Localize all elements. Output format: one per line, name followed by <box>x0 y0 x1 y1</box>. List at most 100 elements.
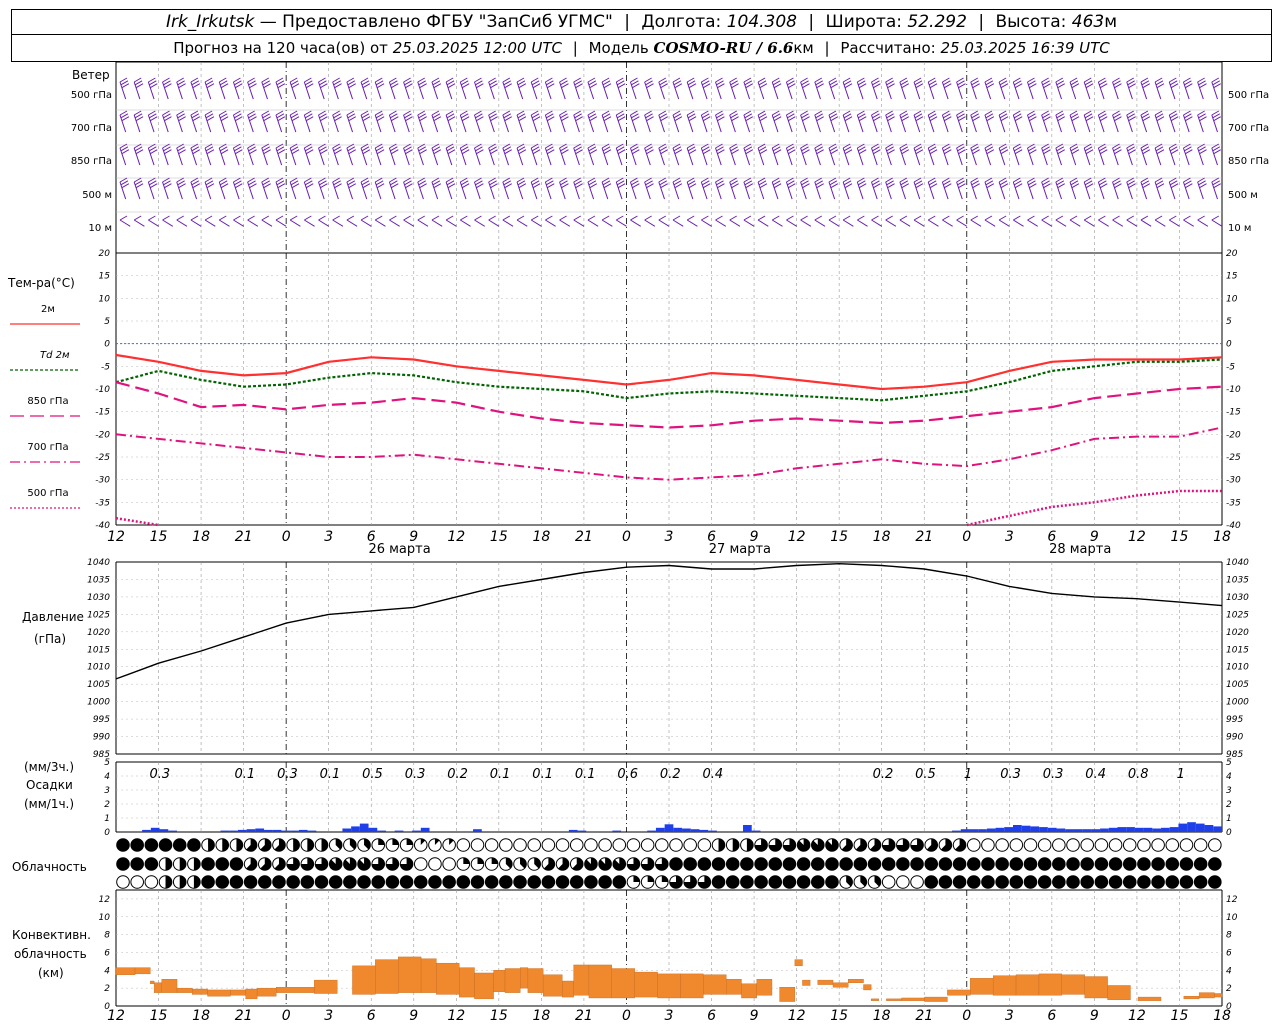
wind-barb-icon <box>459 143 470 166</box>
conv-cloud-bar <box>436 962 460 995</box>
conv-cloud-bar <box>230 989 246 996</box>
cloud-cover-icon <box>782 857 797 871</box>
cloud-cover-icon <box>286 857 300 871</box>
wind-barb-icon <box>786 215 797 227</box>
wind-barb-icon <box>771 110 782 133</box>
precip-bar <box>1082 829 1092 832</box>
temp-xtick-label: 6 <box>367 529 376 545</box>
wind-barb-icon <box>559 77 569 100</box>
precip-bar <box>394 830 404 832</box>
wind-barb-icon <box>1154 177 1165 200</box>
cloud-cover-icon <box>399 838 414 852</box>
cloud-cover-icon <box>782 875 797 889</box>
cloud-cover-icon <box>839 838 853 852</box>
cloud-cover-icon <box>130 838 144 852</box>
conv-cloud-bar <box>1107 985 1131 1000</box>
wind-barb-icon <box>1126 77 1136 100</box>
conv-title-2: облачность <box>14 947 87 961</box>
bottom-xtick-label: 12 <box>788 1008 806 1024</box>
bottom-xtick-label: 18 <box>1213 1008 1231 1024</box>
wind-barb-icon <box>800 215 812 227</box>
cloud-cover-icon <box>584 875 598 889</box>
wind-barb-icon <box>644 215 656 227</box>
cloud-cover-icon <box>995 875 1009 889</box>
wind-barb-icon <box>970 110 980 133</box>
cloud-cover-icon <box>896 838 910 852</box>
cloud-cover-icon <box>810 857 825 871</box>
wind-barb-icon <box>1211 110 1221 133</box>
conv-cloud-bar <box>680 973 704 999</box>
precip-ytick-left: 0 <box>104 828 110 838</box>
precip-bar <box>1204 825 1214 832</box>
cloud-cover-icon <box>541 838 556 852</box>
wind-barb-icon <box>729 177 739 200</box>
conv-unit: (км) <box>38 966 64 980</box>
conv-cloud-bar <box>1214 993 1223 998</box>
pressure-ytick-right: 985 <box>1226 750 1243 760</box>
wind-barb-icon <box>148 215 159 227</box>
temp-xtick-label: 9 <box>409 529 418 545</box>
precip-bar <box>333 831 343 832</box>
cloud-cover-icon <box>385 838 400 852</box>
temp-ytick-left: 0 <box>104 340 110 350</box>
wind-barb-icon <box>303 110 314 133</box>
cloud-cover-icon <box>1179 857 1194 871</box>
wind-barb-icon <box>1211 177 1221 200</box>
precip-ytick-left: 4 <box>104 772 110 782</box>
cloud-cover-icon <box>683 838 697 852</box>
cloud-cover-icon <box>144 875 159 889</box>
cloud-cover-icon <box>952 857 967 871</box>
wind-barb-icon <box>147 77 158 100</box>
cloud-cover-icon <box>257 838 272 852</box>
cloud-cover-icon <box>896 875 910 889</box>
temp-xtick-label: 21 <box>915 529 933 545</box>
temp-xtick-label: 6 <box>1047 529 1056 545</box>
wind-barb-icon <box>1168 77 1179 100</box>
precip-bar <box>168 830 177 832</box>
precip-bar <box>995 827 1005 832</box>
precip-bar <box>1143 827 1153 832</box>
conv-cloud-bar <box>924 996 948 1002</box>
cloud-cover-icon <box>1137 838 1151 852</box>
bottom-xtick-label: 12 <box>1128 1008 1146 1024</box>
bottom-xtick-label: 21 <box>915 1008 933 1024</box>
temp-legend-label: 500 гПа <box>27 488 68 499</box>
precip-ytick-right: 2 <box>1226 800 1232 810</box>
cloud-cover-icon <box>229 857 244 871</box>
wind-barb-icon <box>1027 143 1037 166</box>
wind-barb-icon <box>133 177 144 200</box>
conv-title-1: Конвективн. <box>12 928 91 942</box>
wind-barb-icon <box>998 110 1009 133</box>
temp-ytick-left: -40 <box>95 521 110 531</box>
cloud-cover-icon <box>343 838 357 852</box>
bottom-xtick-label: 6 <box>707 1008 716 1024</box>
temp-panel-title: Тем-ра(°C) <box>8 276 75 290</box>
wind-barb-icon <box>232 177 243 200</box>
conv-ytick-left: 6 <box>104 948 110 958</box>
cloud-cover-icon <box>272 857 286 871</box>
cloud-cover-icon <box>314 838 329 852</box>
wind-barb-icon <box>771 177 782 200</box>
wind-barb-icon <box>927 143 938 166</box>
conv-cloud-bar <box>992 975 1017 996</box>
wind-barb-icon <box>559 143 569 166</box>
conv-cloud-bar <box>741 983 757 999</box>
cloud-cover-icon <box>357 857 371 871</box>
cloud-cover-icon <box>116 875 130 889</box>
conv-cloud-bar <box>352 965 376 995</box>
bottom-xtick-label: 18 <box>192 1008 210 1024</box>
cloud-cover-icon <box>626 857 641 871</box>
precip-bar <box>1021 825 1031 832</box>
precip-bar <box>682 828 691 832</box>
wind-barb-icon <box>133 143 144 166</box>
bottom-xtick-label: 0 <box>962 1008 971 1024</box>
pressure-unit: (гПа) <box>34 632 67 646</box>
precip-bar <box>943 831 953 832</box>
wind-barb-icon <box>488 177 498 200</box>
bottom-xtick-label: 0 <box>622 1008 631 1024</box>
precip-bar <box>316 831 326 832</box>
conv-cloud-bar <box>1183 995 1200 1000</box>
wind-barb-icon <box>1041 177 1051 200</box>
cloud-cover-icon <box>215 857 230 871</box>
wind-barb-icon <box>998 77 1009 100</box>
